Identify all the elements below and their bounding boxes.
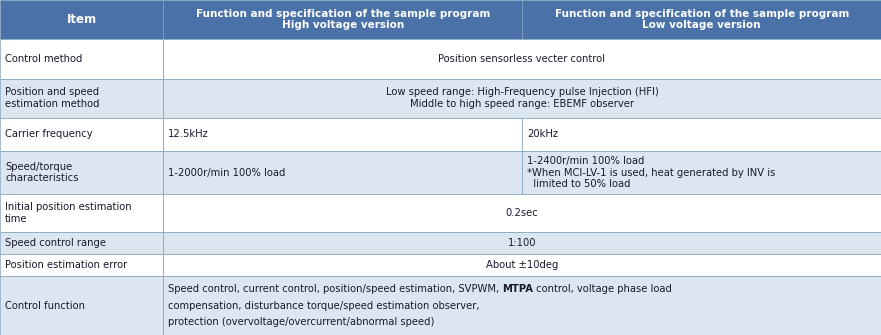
Text: Control method: Control method [5,54,83,64]
Bar [0,151,163,194]
Bar [163,276,881,335]
Text: Speed control range: Speed control range [5,238,106,248]
Text: Control function: Control function [5,300,85,311]
Bar [0,254,163,276]
Text: About ±10deg: About ±10deg [485,260,559,270]
Text: Carrier frequency: Carrier frequency [5,129,93,139]
Bar [0,194,163,232]
Text: Position estimation error: Position estimation error [5,260,127,270]
Bar [0,39,163,79]
Text: Item: Item [66,13,97,26]
Bar [163,79,881,118]
Bar [0,276,163,335]
Text: protection (overvoltage/overcurrent/abnormal speed): protection (overvoltage/overcurrent/abno… [168,317,434,327]
Text: 1-2400r/min 100% load
*When MCI-LV-1 is used, heat generated by INV is
  limited: 1-2400r/min 100% load *When MCI-LV-1 is … [528,156,776,189]
Bar [163,118,522,151]
Text: Initial position estimation
time: Initial position estimation time [5,202,131,224]
Text: 0.2sec: 0.2sec [506,208,538,218]
Text: 1:100: 1:100 [507,238,537,248]
Bar [0,0,163,39]
Text: Position sensorless vecter control: Position sensorless vecter control [439,54,605,64]
Bar [163,151,522,194]
Text: compensation, disturbance torque/speed estimation observer,: compensation, disturbance torque/speed e… [168,300,479,311]
Text: Speed/torque
characteristics: Speed/torque characteristics [5,162,78,183]
Bar [163,194,881,232]
Bar [163,232,881,254]
Text: control, voltage phase load: control, voltage phase load [533,284,672,294]
Text: Function and specification of the sample program
Low voltage version: Function and specification of the sample… [554,9,849,30]
Bar [0,79,163,118]
Text: Function and specification of the sample program
High voltage version: Function and specification of the sample… [196,9,490,30]
Bar [522,151,881,194]
Bar [163,39,881,79]
Text: Low speed range: High-Frequency pulse Injection (HFI)
Middle to high speed range: Low speed range: High-Frequency pulse In… [386,87,658,109]
Text: 20kHz: 20kHz [528,129,559,139]
Bar [0,232,163,254]
Bar [0,118,163,151]
Text: 12.5kHz: 12.5kHz [168,129,209,139]
Text: Speed control, current control, position/speed estimation, SVPWM,: Speed control, current control, position… [168,284,502,294]
Text: Position and speed
estimation method: Position and speed estimation method [5,87,100,109]
Bar [163,0,522,39]
Text: MTPA: MTPA [502,284,533,294]
Bar [522,118,881,151]
Text: 1-2000r/min 100% load: 1-2000r/min 100% load [168,168,285,178]
Bar [163,254,881,276]
Bar [522,0,881,39]
